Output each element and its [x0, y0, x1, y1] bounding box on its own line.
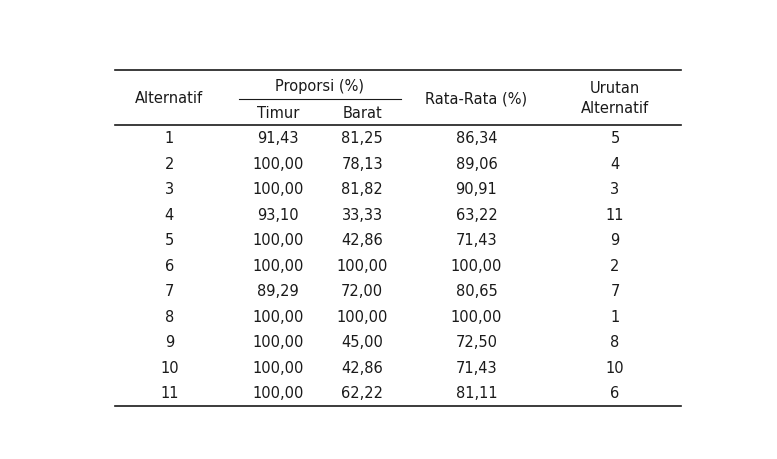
- Text: Urutan
Alternatif: Urutan Alternatif: [581, 81, 649, 116]
- Text: 90,91: 90,91: [455, 182, 497, 197]
- Text: 100,00: 100,00: [252, 258, 304, 273]
- Text: 100,00: 100,00: [252, 335, 304, 350]
- Text: 8: 8: [611, 335, 619, 350]
- Text: 9: 9: [165, 335, 174, 350]
- Text: 100,00: 100,00: [336, 258, 388, 273]
- Text: 100,00: 100,00: [252, 386, 304, 400]
- Text: 89,29: 89,29: [257, 284, 298, 299]
- Text: 81,25: 81,25: [341, 131, 383, 146]
- Text: 62,22: 62,22: [341, 386, 383, 400]
- Text: 5: 5: [611, 131, 619, 146]
- Text: 42,86: 42,86: [341, 233, 383, 248]
- Text: 81,82: 81,82: [341, 182, 383, 197]
- Text: 2: 2: [610, 258, 620, 273]
- Text: 8: 8: [165, 309, 174, 324]
- Text: 1: 1: [611, 309, 619, 324]
- Text: 33,33: 33,33: [342, 207, 382, 222]
- Text: 78,13: 78,13: [341, 157, 383, 171]
- Text: 10: 10: [160, 360, 179, 375]
- Text: Rata-Rata (%): Rata-Rata (%): [426, 91, 528, 106]
- Text: 100,00: 100,00: [252, 360, 304, 375]
- Text: 100,00: 100,00: [252, 233, 304, 248]
- Text: 72,00: 72,00: [341, 284, 383, 299]
- Text: Timur: Timur: [256, 106, 299, 121]
- Text: 72,50: 72,50: [455, 335, 497, 350]
- Text: 100,00: 100,00: [451, 309, 502, 324]
- Text: 71,43: 71,43: [455, 233, 497, 248]
- Text: 100,00: 100,00: [252, 182, 304, 197]
- Text: 86,34: 86,34: [456, 131, 497, 146]
- Text: 1: 1: [165, 131, 174, 146]
- Text: 100,00: 100,00: [336, 309, 388, 324]
- Text: 10: 10: [606, 360, 624, 375]
- Text: 42,86: 42,86: [341, 360, 383, 375]
- Text: 11: 11: [160, 386, 179, 400]
- Text: 81,11: 81,11: [455, 386, 497, 400]
- Text: 91,43: 91,43: [257, 131, 298, 146]
- Text: 100,00: 100,00: [252, 309, 304, 324]
- Text: 6: 6: [611, 386, 619, 400]
- Text: 93,10: 93,10: [257, 207, 298, 222]
- Text: 7: 7: [165, 284, 174, 299]
- Text: 100,00: 100,00: [252, 157, 304, 171]
- Text: Proporsi (%): Proporsi (%): [275, 79, 364, 94]
- Text: 11: 11: [606, 207, 624, 222]
- Text: 7: 7: [610, 284, 620, 299]
- Text: 45,00: 45,00: [341, 335, 383, 350]
- Text: 71,43: 71,43: [455, 360, 497, 375]
- Text: 89,06: 89,06: [455, 157, 497, 171]
- Text: Barat: Barat: [342, 106, 382, 121]
- Text: 3: 3: [611, 182, 619, 197]
- Text: 5: 5: [165, 233, 174, 248]
- Text: 63,22: 63,22: [455, 207, 497, 222]
- Text: 4: 4: [611, 157, 619, 171]
- Text: 100,00: 100,00: [451, 258, 502, 273]
- Text: 4: 4: [165, 207, 174, 222]
- Text: 2: 2: [165, 157, 174, 171]
- Text: 6: 6: [165, 258, 174, 273]
- Text: 80,65: 80,65: [455, 284, 497, 299]
- Text: 9: 9: [611, 233, 619, 248]
- Text: 3: 3: [165, 182, 174, 197]
- Text: Alternatif: Alternatif: [135, 91, 204, 106]
